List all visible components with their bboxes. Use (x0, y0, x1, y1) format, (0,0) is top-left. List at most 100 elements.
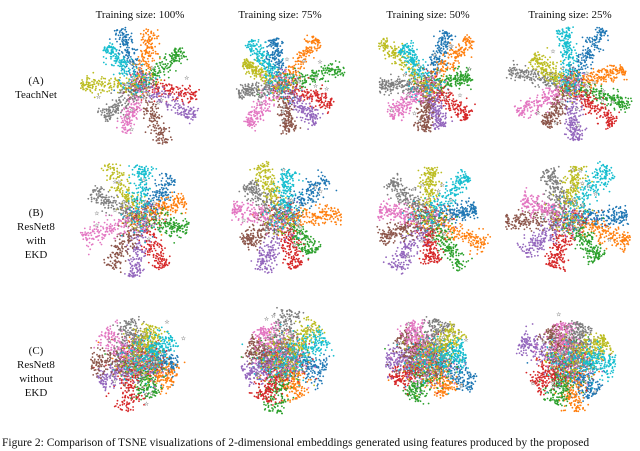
embedding-point (320, 99, 322, 101)
embedding-point (157, 134, 159, 136)
embedding-point (122, 56, 125, 59)
embedding-point (316, 99, 319, 102)
embedding-point (121, 40, 124, 43)
embedding-point (177, 103, 179, 105)
embedding-point (443, 96, 445, 99)
embedding-point (444, 32, 447, 35)
embedding-point (257, 98, 260, 101)
embedding-point (433, 102, 436, 105)
embedding-point (149, 96, 152, 99)
embedding-point (287, 116, 290, 119)
embedding-point (269, 63, 272, 66)
embedding-point (315, 115, 318, 118)
embedding-point (119, 65, 122, 67)
embedding-point (450, 92, 453, 95)
embedding-point (175, 91, 178, 94)
embedding-point (432, 93, 435, 95)
embedding-point (293, 86, 296, 89)
embedding-point (241, 94, 243, 97)
embedding-point (268, 56, 271, 58)
embedding-point (413, 98, 416, 101)
embedding-point (109, 116, 112, 119)
embedding-point (400, 96, 403, 98)
embedding-point (163, 73, 166, 76)
embedding-point (466, 34, 468, 36)
embedding-point (304, 86, 307, 89)
embedding-point (158, 69, 161, 72)
embedding-point (464, 78, 467, 80)
embedding-point (120, 104, 123, 107)
embedding-point (137, 95, 140, 98)
embedding-point (242, 63, 245, 66)
embedding-point (118, 53, 120, 56)
embedding-point (187, 87, 190, 90)
embedding-point (109, 111, 112, 114)
embedding-point (141, 52, 144, 55)
embedding-point (183, 109, 186, 111)
embedding-point (246, 65, 249, 68)
embedding-point (261, 74, 263, 76)
embedding-point (144, 131, 147, 134)
embedding-point (152, 103, 155, 105)
embedding-point (303, 108, 305, 110)
embedding-point (266, 90, 269, 93)
embedding-point (326, 66, 329, 69)
embedding-point (286, 73, 289, 75)
embedding-point (140, 49, 142, 52)
embedding-point (401, 109, 404, 112)
embedding-point (112, 85, 115, 88)
embedding-point (161, 90, 163, 93)
embedding-point (123, 118, 126, 120)
embedding-point (452, 66, 455, 69)
embedding-point (422, 101, 425, 104)
embedding-point (118, 98, 121, 101)
embedding-point (133, 88, 136, 90)
embedding-point (118, 61, 120, 63)
embedding-point (156, 120, 158, 123)
column-header-1: Training size: 75% (210, 9, 350, 21)
embedding-point (302, 54, 305, 57)
embedding-point (436, 47, 439, 50)
embedding-point (279, 86, 282, 89)
embedding-point (131, 113, 134, 115)
embedding-point (316, 92, 319, 95)
embedding-point (256, 104, 259, 106)
embedding-point (284, 85, 286, 88)
embedding-point (456, 72, 459, 75)
embedding-point (151, 113, 154, 116)
embedding-point (414, 100, 416, 103)
embedding-point (465, 70, 467, 73)
embedding-point (258, 50, 261, 53)
embedding-point (455, 113, 458, 116)
embedding-point (155, 63, 158, 65)
embedding-point (149, 74, 152, 77)
embedding-point (286, 95, 289, 98)
embedding-point (108, 44, 110, 47)
embedding-point (391, 115, 394, 118)
embedding-point (128, 85, 130, 87)
embedding-point (252, 113, 255, 116)
embedding-point (440, 59, 443, 62)
embedding-point (181, 57, 183, 59)
embedding-point (154, 70, 157, 73)
embedding-point (193, 110, 195, 112)
embedding-point (162, 136, 165, 139)
embedding-point (297, 63, 300, 65)
embedding-point (151, 57, 154, 60)
embedding-point (169, 89, 171, 92)
embedding-point (278, 97, 281, 99)
embedding-point (137, 78, 139, 80)
embedding-point (150, 129, 153, 131)
embedding-point (434, 44, 437, 47)
embedding-point (342, 74, 345, 77)
embedding-point (81, 83, 84, 86)
embedding-point (449, 76, 452, 79)
embedding-point (455, 84, 458, 87)
embedding-point (434, 101, 436, 103)
embedding-point (455, 60, 457, 62)
embedding-point (122, 113, 125, 116)
embedding-point (110, 88, 113, 91)
embedding-point (454, 77, 456, 80)
embedding-point (439, 96, 442, 99)
embedding-point (308, 102, 311, 105)
